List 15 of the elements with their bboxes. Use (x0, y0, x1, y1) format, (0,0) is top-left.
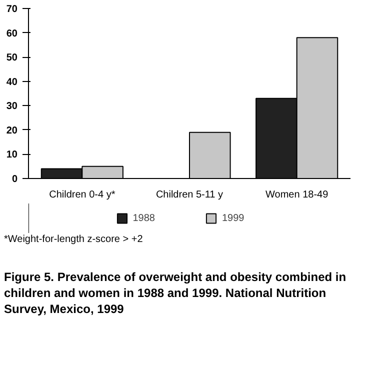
y-tick-label: 30 (6, 101, 18, 112)
legend-label: 1988 (132, 212, 155, 224)
y-tick-label: 70 (6, 4, 18, 15)
x-tick-label: Women 18-49 (266, 190, 329, 200)
x-tick-label: Children 0-4 y* (49, 190, 116, 200)
y-tick-label: 0 (12, 174, 18, 185)
legend-label: 1999 (222, 212, 244, 224)
text: *Weight-for-length z-score > +2 (4, 233, 143, 247)
x-tick-label: Children 5-11 y (156, 190, 224, 200)
y-tick-label: 40 (6, 76, 18, 88)
y-tick-label: 50 (6, 52, 18, 64)
y-tick-label: 20 (6, 125, 18, 136)
y-tick-label: 60 (6, 28, 18, 40)
text: Figure 5. Prevalence of overweight and obesity combined in children and women in 1988 and 1999. National Nutrition Survey, Mexico, 1999 (4, 269, 348, 318)
y-tick-label: 10 (6, 150, 18, 161)
